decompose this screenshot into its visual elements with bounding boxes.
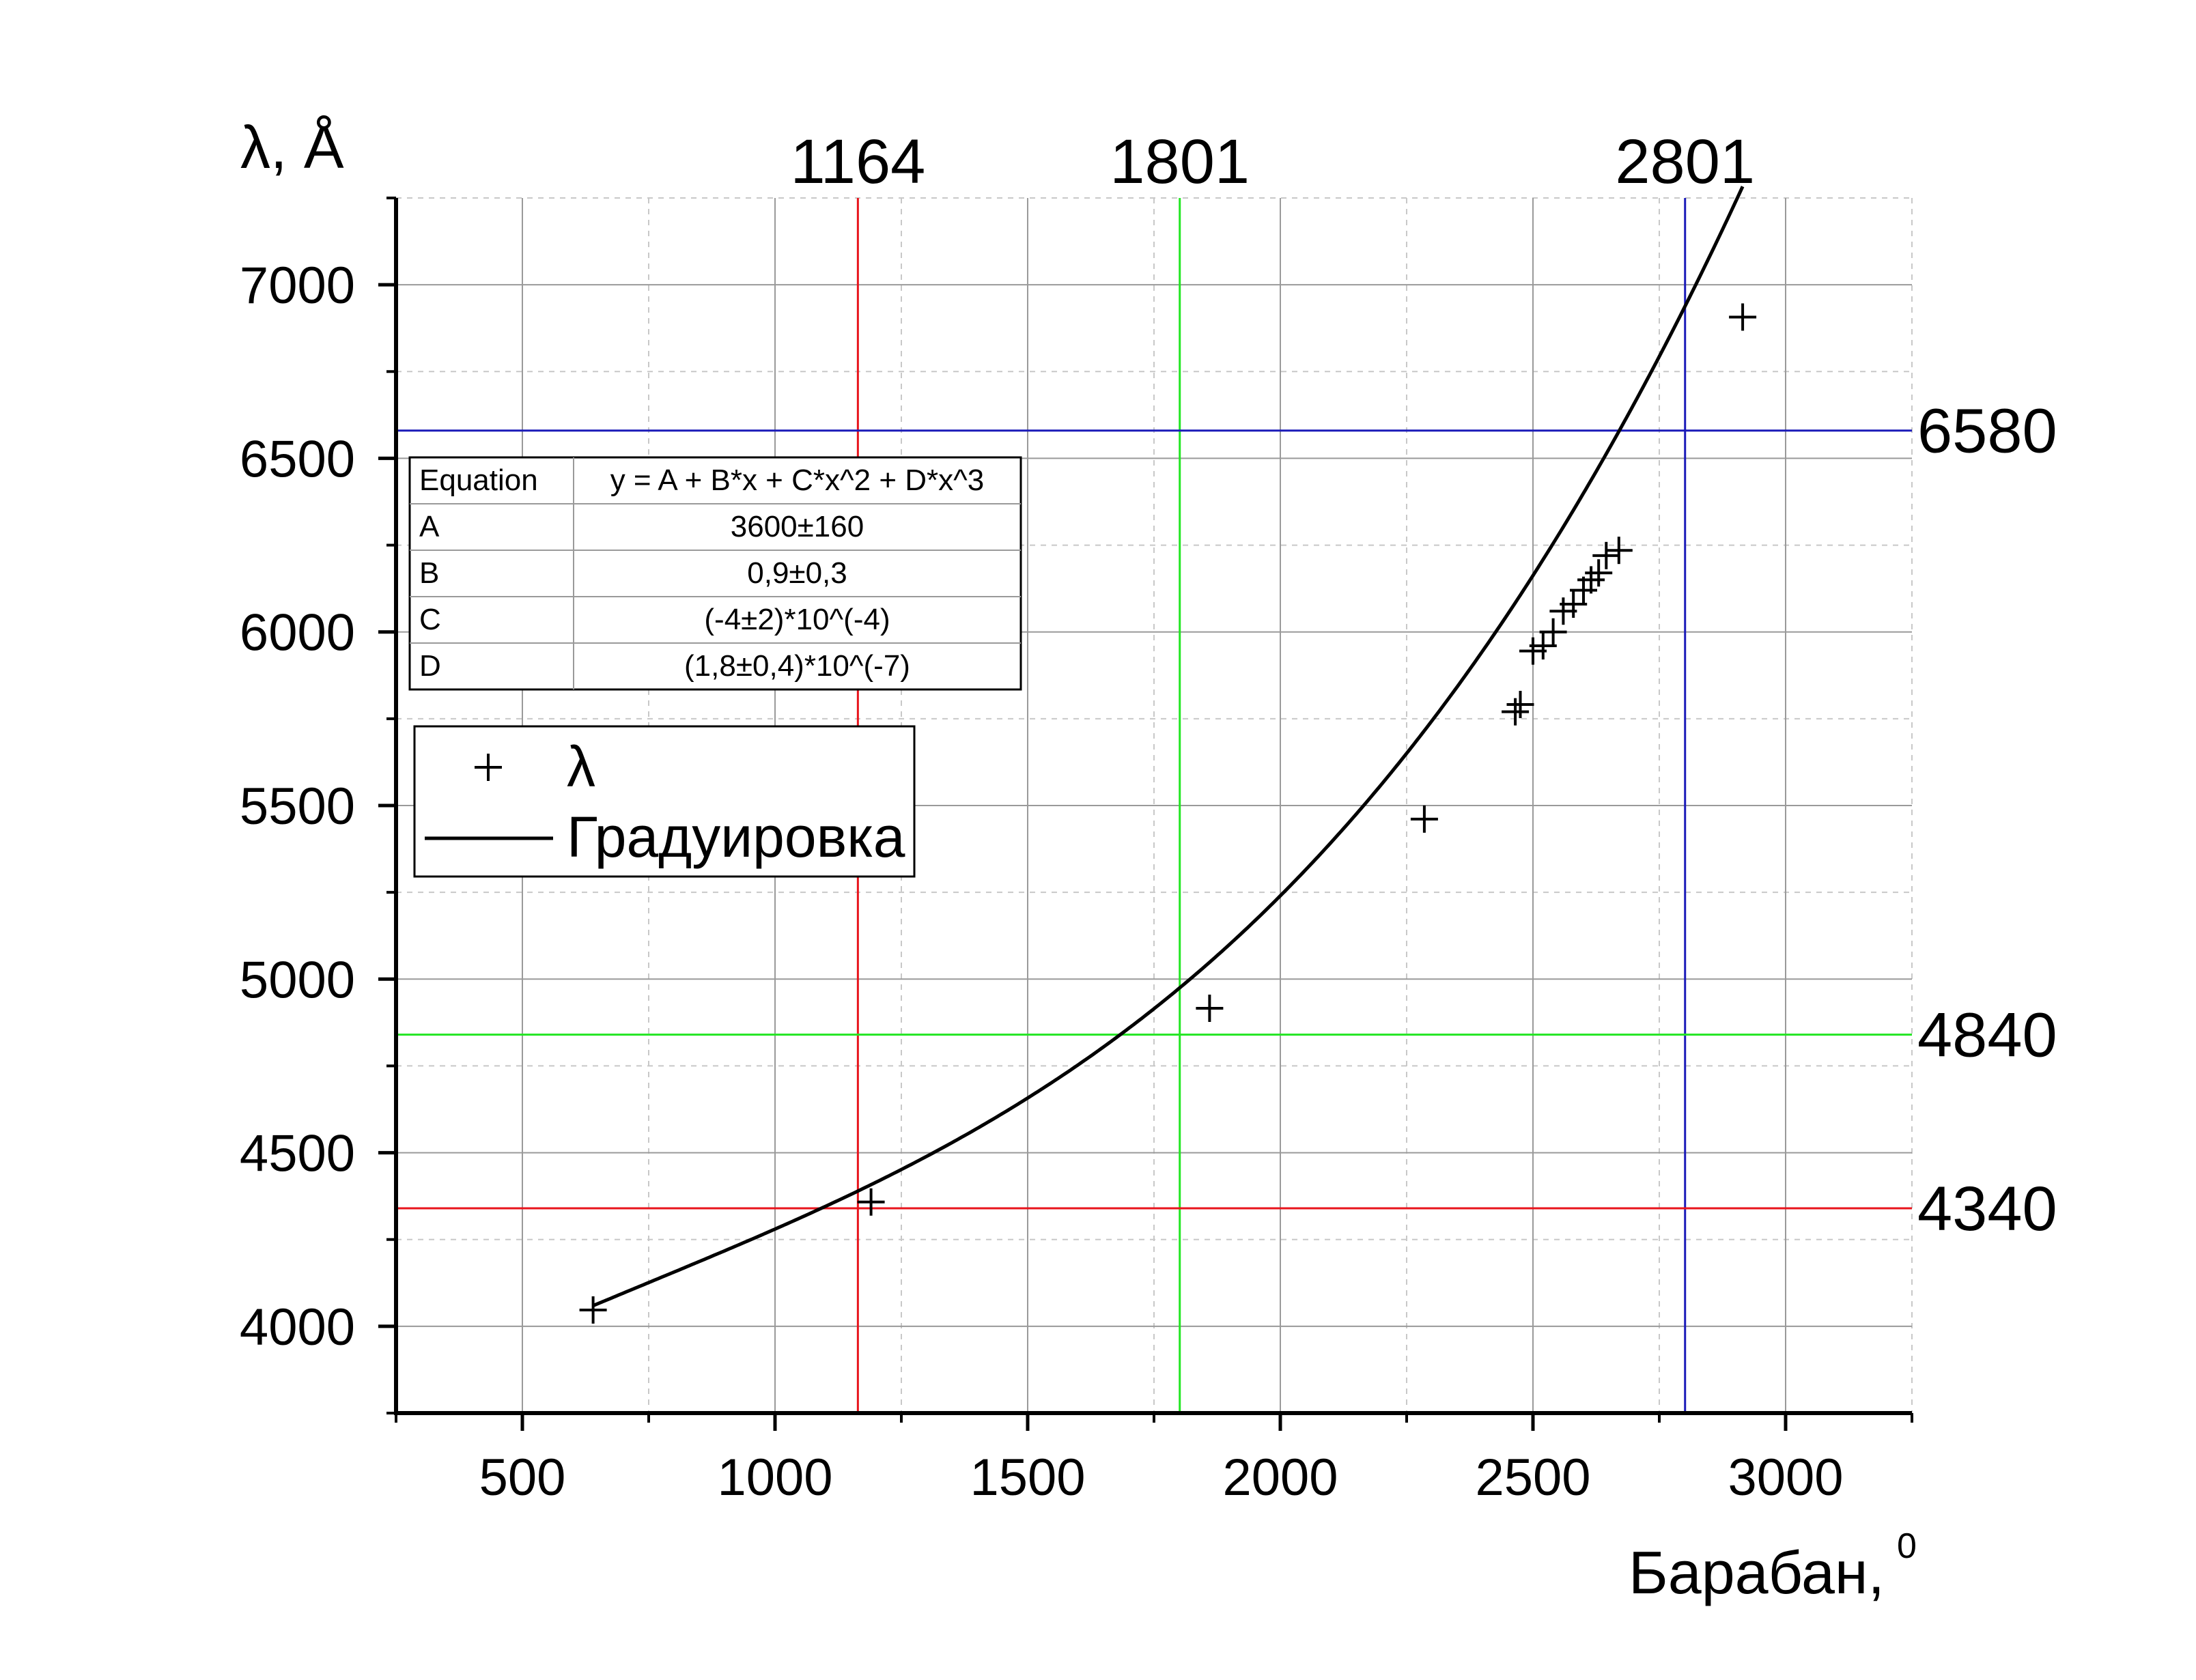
data-point [1506,691,1534,719]
calibration-curve [592,186,1745,1307]
data-point [857,1188,885,1216]
x-tick-label: 2500 [1475,1449,1590,1507]
data-point [1577,566,1605,594]
x-tick-label: 1000 [717,1449,832,1507]
fit-table-param-value: (1,8±0,4)*10^(-7) [684,649,910,683]
data-point [1529,632,1557,660]
vertical-reference-label: 1801 [1110,127,1250,197]
data-point [1539,618,1567,646]
legend-label-curve: Градуировка [567,805,905,869]
fit-table-param-name: A [419,510,440,543]
fit-parameters-table: Equation y = A + B*x + C*x^2 + D*x^3 A 3600… [408,456,1022,691]
x-tick-label: 500 [479,1449,566,1507]
y-tick-label: 6000 [240,604,355,662]
horizontal-reference-label: 4840 [1917,1001,2057,1070]
fit-table-param-value: 0,9±0,3 [747,556,847,590]
data-point [1585,559,1613,587]
legend-label-points: λ [567,735,595,799]
vertical-reference-label: 1164 [790,127,925,197]
legend-frame [413,725,916,878]
fit-table-param-value: 3600±160 [731,510,864,543]
y-axis-label: λ, Å [240,113,344,181]
tick-labels: 500 1000 1500 2000 2500 3000 4000 4500 5000 5500 6… [240,257,1844,1507]
fit-table-equation: y = A + B*x + C*x^2 + D*x^3 [610,464,985,497]
minor-grid [396,197,1913,1413]
data-point [1502,698,1530,726]
axes [378,197,1913,1431]
fit-table-param-name: B [419,556,439,590]
fit-table-param-value: (-4±2)*10^(-4) [704,603,890,636]
fit-curve-layer [592,186,1745,1307]
fit-table-param-name: C [419,603,441,636]
reference-labels: 1164 1801 2801 6580 4840 4340 [790,127,2057,1244]
y-tick-label: 7000 [240,257,355,315]
data-point [1729,303,1757,331]
fit-table-header-cell: Equation [419,464,538,497]
x-tick-label: 3000 [1728,1449,1843,1507]
legend-marker-plus [475,754,502,781]
data-point [1605,537,1633,565]
horizontal-reference-label: 6580 [1917,397,2057,466]
y-tick-label: 5500 [240,778,355,836]
y-tick-label: 6500 [240,430,355,488]
y-tick-label: 4000 [240,1298,355,1356]
data-points-layer [579,303,1757,1324]
data-point [579,1296,607,1324]
x-axis-label-superscript: 0 [1897,1526,1917,1566]
fit-table-frame [408,456,1022,691]
horizontal-reference-label: 4340 [1917,1174,2057,1244]
y-tick-label: 4500 [240,1125,355,1183]
data-point [1196,995,1224,1023]
data-point [1410,805,1438,833]
x-tick-label: 2000 [1222,1449,1338,1507]
y-tick-label: 5000 [240,951,355,1009]
x-axis-label: Барабан, [1629,1539,1885,1606]
data-point [1560,590,1588,618]
data-point [1592,541,1620,569]
x-tick-label: 1500 [970,1449,1085,1507]
vertical-reference-label: 2801 [1615,127,1755,197]
fit-table-param-name: D [419,649,441,683]
